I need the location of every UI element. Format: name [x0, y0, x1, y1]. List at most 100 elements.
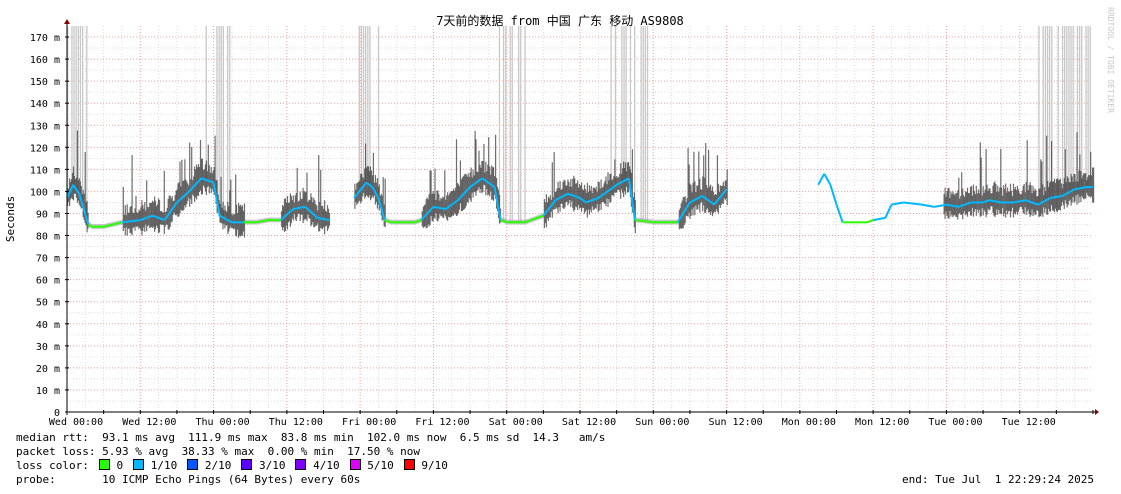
- median-segment: [469, 177, 483, 188]
- smoke-band: [1032, 185, 1034, 217]
- smoke-band: [627, 161, 630, 193]
- smoke-band: [690, 184, 692, 216]
- median-segment: [292, 205, 306, 211]
- median-segment: [567, 192, 581, 199]
- y-tick-label: 30 m: [36, 342, 60, 353]
- loss-spike: [509, 26, 511, 223]
- end-time: end: Tue Jul 1 22:29:24 2025: [902, 473, 1095, 486]
- median-segment: [946, 203, 959, 208]
- smoke-band: [374, 175, 376, 205]
- smoke-band: [368, 166, 370, 198]
- loss-spike: [1072, 26, 1074, 191]
- smoke-band: [584, 189, 587, 212]
- smoke-band: [235, 174, 237, 236]
- smoke-band: [623, 161, 625, 198]
- loss-spike: [610, 26, 612, 190]
- loss-color-item: 5/10: [349, 459, 394, 472]
- smoke-band: [944, 187, 946, 219]
- smoke-band: [597, 181, 599, 212]
- loss-spike: [229, 26, 231, 221]
- smoke-band: [299, 191, 301, 221]
- smoke-band: [319, 201, 321, 232]
- loss-spike: [362, 26, 365, 187]
- loss-color-text: 9/10: [414, 459, 448, 472]
- median-segment: [689, 194, 703, 204]
- smoke-band: [230, 179, 232, 227]
- smoke-band: [200, 158, 203, 195]
- rrdtool-watermark: RRDTOOL / TOBI OETIKER: [1106, 7, 1115, 113]
- smoke-band: [1004, 188, 1006, 214]
- smoke-band: [972, 184, 974, 217]
- smoke-band: [229, 190, 231, 229]
- smoke-band: [155, 206, 158, 226]
- median-segment: [445, 199, 459, 210]
- smoke-band: [586, 182, 588, 218]
- smoke-band: [430, 170, 432, 217]
- loss-spike: [369, 26, 371, 185]
- x-tick-label: Wed 12:00: [122, 417, 176, 428]
- smoke-band: [1026, 140, 1028, 212]
- smoke-band: [135, 196, 137, 227]
- y-tick-label: 160 m: [30, 55, 60, 66]
- smoke-band: [1090, 151, 1092, 198]
- loss-spike: [1085, 26, 1087, 188]
- y-tick-label: 100 m: [30, 187, 60, 198]
- smoke-band: [490, 174, 492, 192]
- smoke-band: [1012, 183, 1015, 218]
- x-tick-label: Sun 00:00: [635, 417, 689, 428]
- smoke-band: [579, 184, 581, 209]
- smoke-band: [156, 204, 159, 228]
- smoke-band: [698, 151, 700, 205]
- loss-spike: [1057, 26, 1059, 197]
- smoke-band: [320, 169, 322, 228]
- y-tick-label: 0: [54, 408, 60, 419]
- median-segment: [493, 186, 502, 221]
- loss-spike: [205, 26, 207, 180]
- loss-color-swatch: [241, 459, 253, 470]
- smoke-band: [189, 142, 191, 207]
- smoke-band: [975, 185, 977, 216]
- smoke-band: [1014, 187, 1016, 215]
- median-segment: [989, 199, 1002, 204]
- loss-spike: [1051, 26, 1053, 198]
- smoke-band: [224, 205, 226, 229]
- smoke-band: [483, 143, 485, 185]
- y-tick-label: 110 m: [30, 165, 60, 176]
- smoke-band: [305, 191, 307, 220]
- smoke-band: [433, 193, 435, 218]
- smoke-band: [626, 162, 629, 193]
- loss-spike: [1064, 26, 1066, 195]
- smoke-band: [202, 170, 204, 186]
- smoke-band: [294, 195, 296, 220]
- smoke-band: [1084, 173, 1086, 199]
- smoke-band: [953, 193, 955, 216]
- smoke-band: [227, 201, 229, 235]
- smoke-band: [965, 191, 967, 216]
- median-segment: [78, 193, 90, 225]
- smoke-band: [210, 166, 212, 194]
- loss-spike: [222, 26, 224, 218]
- median-segment: [579, 197, 587, 204]
- y-axis-arrow: [64, 19, 70, 24]
- smoke-band: [614, 159, 616, 193]
- smoke-band: [575, 183, 577, 207]
- loss-color-item: 9/10: [403, 459, 448, 472]
- grid-minor: [67, 26, 1093, 412]
- smoke-band: [711, 186, 714, 217]
- smoke-band: [231, 213, 233, 229]
- smoke-band: [242, 210, 245, 232]
- median-segment: [304, 206, 319, 219]
- smoke-band: [205, 160, 207, 196]
- median-segment: [713, 188, 728, 206]
- smoke-band: [296, 167, 298, 217]
- smoke-band: [303, 190, 305, 221]
- smoke-band: [1034, 188, 1036, 216]
- chart: 0 10 m 20 m 30 m 40 m 50 m 60 m 70 m 80 m 90 m 100…: [4, 7, 1115, 428]
- smoke-band: [444, 170, 446, 215]
- smoke-band: [582, 189, 584, 208]
- median-segment: [201, 177, 214, 184]
- loss-color-text: 3/10: [252, 459, 286, 472]
- smoke-band: [1057, 180, 1059, 210]
- smoke-band: [295, 193, 297, 221]
- smoke-band: [222, 201, 224, 230]
